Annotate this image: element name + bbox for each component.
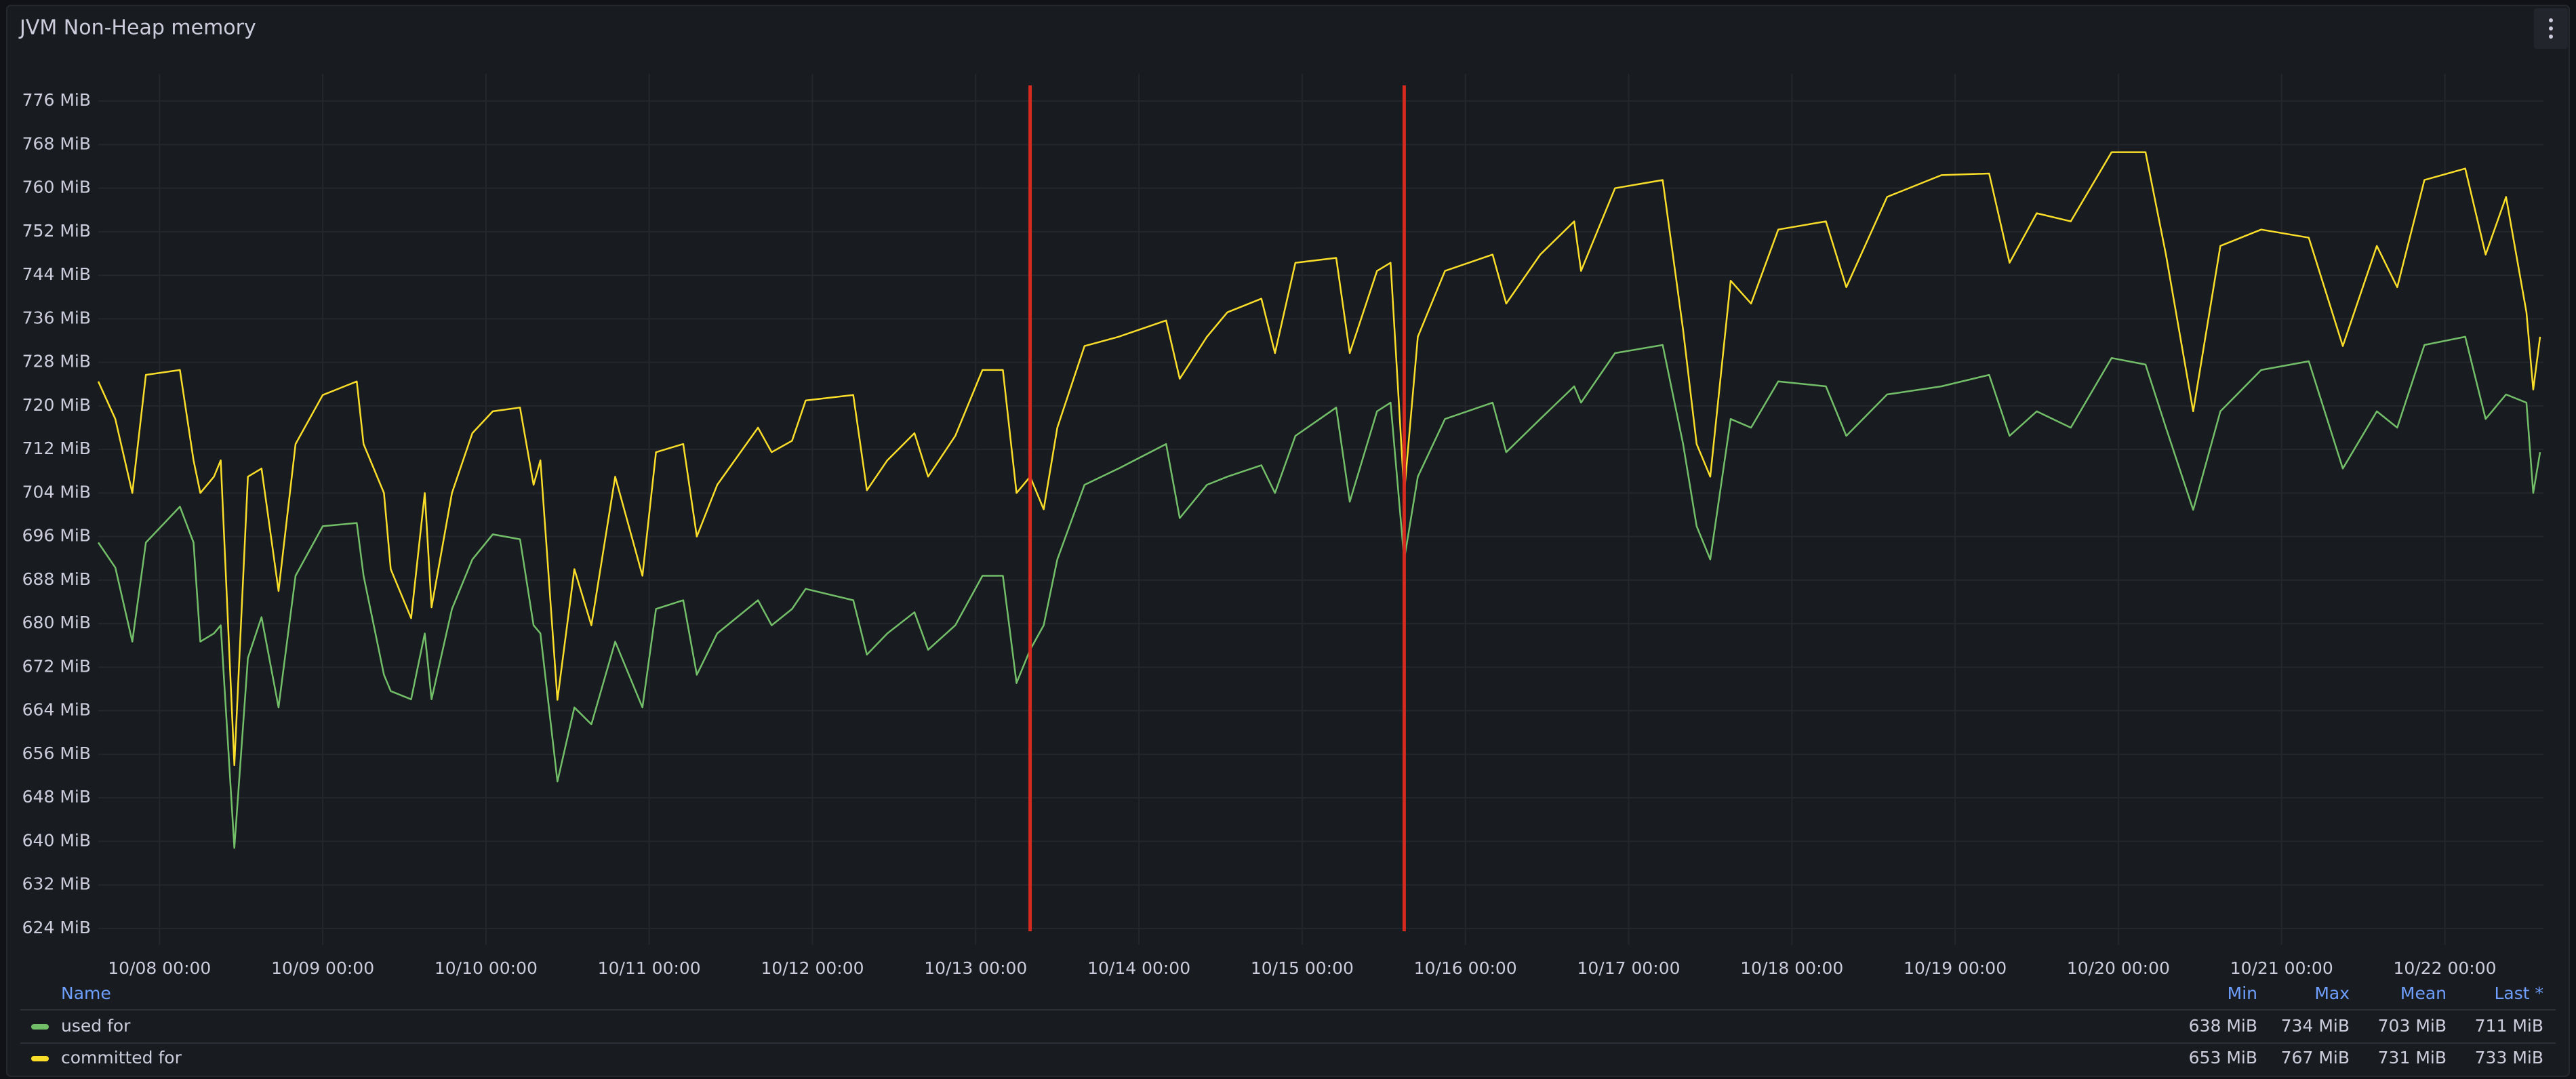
y-tick-label: 648 MiB <box>22 787 91 807</box>
legend-label: committed for <box>61 1048 182 1067</box>
y-tick-label: 728 MiB <box>22 352 91 371</box>
y-tick-label: 776 MiB <box>22 90 91 110</box>
legend-stat: 653 MiB <box>2189 1048 2257 1067</box>
y-tick-label: 720 MiB <box>22 395 91 415</box>
y-tick-label: 672 MiB <box>22 656 91 676</box>
series-line <box>97 335 2541 849</box>
menu-dot <box>2549 35 2553 39</box>
x-tick-label: 10/11 00:00 <box>598 958 701 978</box>
legend-stat: 734 MiB <box>2281 1016 2350 1036</box>
legend-swatch <box>31 1056 49 1061</box>
x-tick-label: 10/09 00:00 <box>271 958 374 978</box>
y-tick-label: 640 MiB <box>22 830 91 850</box>
y-tick-label: 736 MiB <box>22 308 91 327</box>
legend-header: Max <box>2314 983 2350 1003</box>
y-tick-label: 624 MiB <box>22 918 91 937</box>
y-tick-label: 632 MiB <box>22 874 91 894</box>
legend-label: used for <box>61 1016 131 1036</box>
y-tick-label: 760 MiB <box>22 178 91 197</box>
x-tick-label: 10/18 00:00 <box>1740 958 1843 978</box>
y-tick-label: 656 MiB <box>22 744 91 763</box>
x-tick-label: 10/12 00:00 <box>761 958 864 978</box>
legend-stat: 638 MiB <box>2189 1016 2257 1036</box>
x-tick-label: 10/16 00:00 <box>1414 958 1517 978</box>
menu-dot <box>2549 26 2553 30</box>
y-tick-label: 680 MiB <box>22 613 91 632</box>
x-tick-label: 10/21 00:00 <box>2230 958 2333 978</box>
y-tick-label: 696 MiB <box>22 526 91 546</box>
panel-frame <box>6 5 2570 1077</box>
panel-title: JVM Non-Heap memory <box>18 16 256 40</box>
x-tick-label: 10/14 00:00 <box>1087 958 1190 978</box>
x-tick-label: 10/13 00:00 <box>924 958 1027 978</box>
y-tick-label: 744 MiB <box>22 264 91 284</box>
x-tick-label: 10/22 00:00 <box>2393 958 2496 978</box>
x-tick-label: 10/19 00:00 <box>1904 958 2007 978</box>
legend-header: Mean <box>2400 983 2447 1003</box>
x-tick-label: 10/20 00:00 <box>2067 958 2170 978</box>
menu-dot <box>2549 18 2553 22</box>
legend-stat: 767 MiB <box>2281 1048 2350 1067</box>
x-tick-label: 10/08 00:00 <box>108 958 211 978</box>
legend-stat: 703 MiB <box>2378 1016 2447 1036</box>
y-tick-label: 752 MiB <box>22 221 91 241</box>
series-line <box>97 151 2541 767</box>
panel-menu[interactable] <box>2534 8 2568 49</box>
legend-stat: 733 MiB <box>2475 1048 2543 1067</box>
y-tick-label: 768 MiB <box>22 134 91 153</box>
y-tick-label: 704 MiB <box>22 482 91 502</box>
legend-stat: 711 MiB <box>2475 1016 2543 1036</box>
y-tick-label: 664 MiB <box>22 700 91 720</box>
x-tick-label: 10/10 00:00 <box>435 958 538 978</box>
legend-header: Last * <box>2494 983 2543 1003</box>
legend-header: Name <box>61 983 111 1003</box>
legend-stat: 731 MiB <box>2378 1048 2447 1067</box>
legend-header: Min <box>2228 983 2257 1003</box>
x-tick-label: 10/15 00:00 <box>1251 958 1354 978</box>
x-tick-label: 10/17 00:00 <box>1577 958 1680 978</box>
y-tick-label: 712 MiB <box>22 439 91 458</box>
y-tick-label: 688 MiB <box>22 569 91 589</box>
legend-swatch <box>31 1024 49 1030</box>
